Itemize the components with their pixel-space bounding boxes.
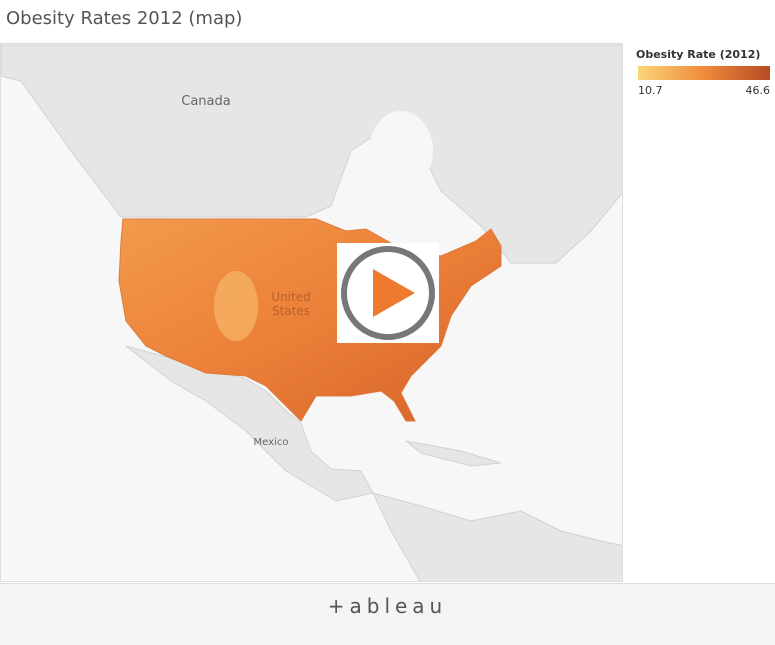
hudson-bay [369, 111, 433, 191]
south-land [372, 492, 622, 581]
light-region [214, 271, 258, 341]
title: Obesity Rates 2012 (map) [6, 8, 243, 29]
map-canvas: Canada United States Mexico [1, 44, 622, 581]
label-mexico: Mexico [254, 437, 289, 448]
legend-title: Obesity Rate (2012) [636, 48, 761, 61]
label-us: United [271, 290, 310, 304]
legend-min: 10.7 [638, 84, 663, 97]
cuba [405, 440, 502, 467]
mexico-land [125, 345, 374, 502]
label-canada: Canada [181, 94, 230, 109]
footer: +ableau [0, 583, 775, 645]
legend-gradient [638, 66, 770, 80]
label-us: States [272, 304, 310, 318]
legend-max: 46.6 [745, 84, 771, 97]
map[interactable]: Canada United States Mexico [0, 43, 623, 582]
play-icon [373, 269, 415, 317]
play-button[interactable] [337, 243, 439, 343]
logo[interactable]: +ableau [327, 594, 448, 618]
